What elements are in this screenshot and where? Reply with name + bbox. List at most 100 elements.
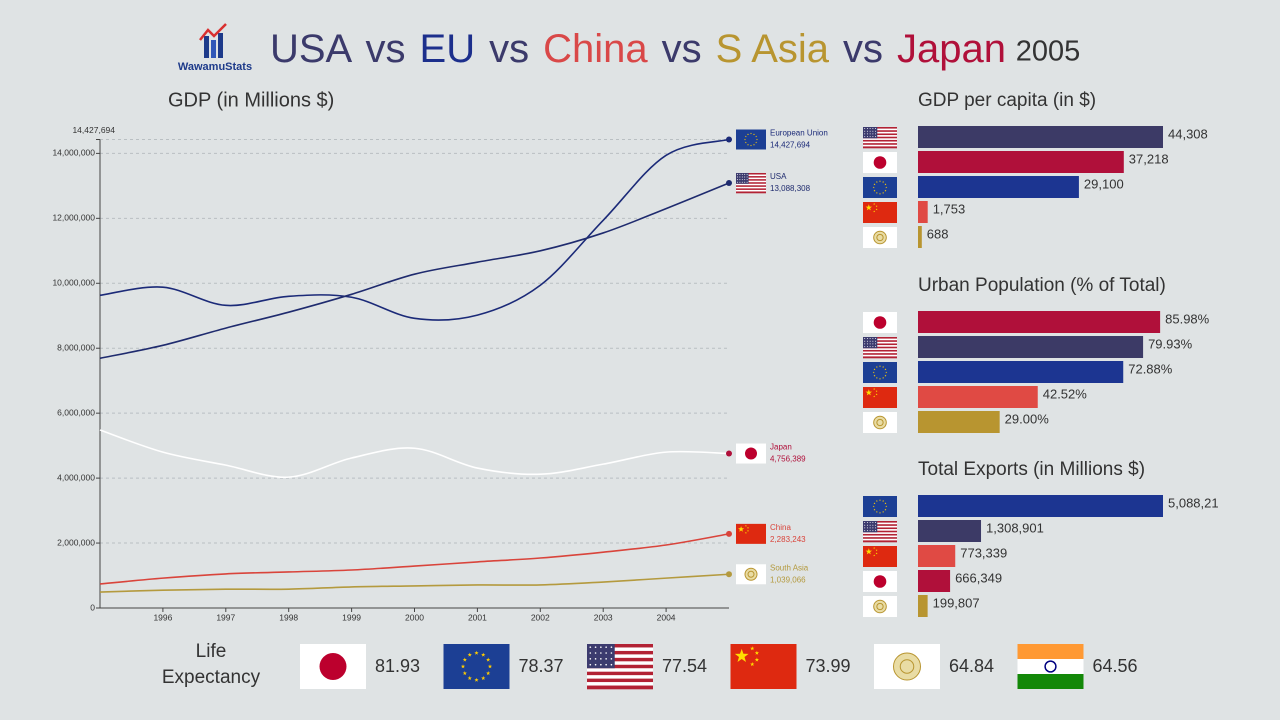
- flag-part: [873, 575, 887, 588]
- flag-part: [863, 351, 897, 354]
- flag-part: [866, 127, 868, 129]
- flag-part: [863, 356, 897, 359]
- line: [99, 138, 730, 321]
- flag-part: [875, 390, 878, 392]
- flag-part: [744, 181, 746, 183]
- flag-part: [865, 389, 872, 396]
- flag-part: [875, 136, 877, 138]
- flag-part: [863, 524, 897, 527]
- value-label: 29.00%: [1005, 411, 1050, 426]
- flag-part: [882, 181, 885, 183]
- flag-part: [594, 646, 597, 648]
- flag-part: [864, 340, 866, 342]
- flag-part: [863, 537, 897, 540]
- flag-part: [866, 343, 868, 345]
- flag-part: [610, 646, 613, 648]
- flag-part: [863, 341, 897, 344]
- flag-eu: [736, 129, 766, 150]
- flag-part: [863, 130, 897, 133]
- flag-part: [864, 136, 866, 138]
- flag-part: [875, 366, 878, 368]
- flag-part: [744, 524, 747, 527]
- value-label: 4,756,389: [770, 455, 806, 464]
- bar: [918, 411, 1000, 433]
- flag-part: [885, 186, 888, 189]
- flag-part: [872, 337, 874, 339]
- bar: [918, 151, 1124, 173]
- flag-part: [605, 646, 607, 648]
- value-label: 5,088,21: [1168, 495, 1219, 510]
- flag-part: [872, 136, 874, 138]
- flag-south-asia: [736, 564, 766, 585]
- flag-part: [750, 646, 755, 651]
- flag-part: [875, 343, 877, 345]
- flag-part: [587, 647, 653, 652]
- flag-part: [737, 179, 738, 181]
- y-tick-label: 12,000,000: [52, 213, 95, 223]
- flag-part: [863, 529, 897, 531]
- flag-part: [879, 365, 881, 367]
- flag-part: [600, 658, 602, 660]
- flag-part: [739, 173, 741, 175]
- flag-part: [872, 521, 874, 523]
- flag-part: [875, 527, 877, 529]
- flag-part: [744, 138, 746, 141]
- flag-part: [863, 127, 897, 129]
- flag-part: [736, 176, 766, 178]
- flag-part: [863, 144, 897, 147]
- flag-part: [587, 657, 653, 662]
- flag-eu: [443, 644, 510, 689]
- value-label: 72.88%: [1128, 361, 1173, 376]
- flag-part: [753, 133, 755, 136]
- flag-part: [587, 650, 653, 655]
- flag-part: [746, 173, 748, 175]
- flag-part: [882, 191, 885, 194]
- flag-part: [747, 570, 755, 578]
- flag-part: [736, 188, 766, 191]
- flag-part: [875, 208, 878, 211]
- flag-part: [876, 418, 884, 427]
- flag-part: [753, 143, 755, 146]
- flag-part: [863, 540, 897, 543]
- flag-part: [744, 179, 746, 181]
- flag-part: [734, 648, 749, 662]
- flag-part: [863, 353, 897, 356]
- x-tick-label: 1997: [216, 612, 235, 622]
- flag-part: [882, 510, 885, 513]
- flag-part: [587, 685, 653, 690]
- life-expectancy-value: 77.54: [662, 656, 707, 676]
- flag-part: [736, 179, 766, 181]
- flag-china: [863, 202, 897, 223]
- flag-china: [863, 546, 897, 567]
- flag-part: [873, 203, 876, 205]
- flag-part: [882, 500, 885, 502]
- y-tick-label: 14,000,000: [52, 148, 95, 158]
- flag-part: [863, 522, 897, 525]
- flag-part: [872, 505, 875, 508]
- flag-part: [863, 337, 878, 349]
- flag-part: [737, 181, 738, 183]
- flag-part: [746, 181, 748, 183]
- flag-part: [486, 671, 491, 676]
- flag-part: [1017, 674, 1084, 689]
- flag-part: [876, 233, 884, 242]
- flag-part: [750, 144, 752, 147]
- flag-japan: [300, 644, 366, 689]
- flag-part: [474, 677, 479, 682]
- end-point: [726, 530, 732, 537]
- flag-part: [864, 527, 866, 529]
- x-tick-label: 1999: [342, 612, 361, 622]
- chart-title: GDP per capita (in $): [918, 90, 1096, 111]
- flag-part: [884, 368, 887, 371]
- flag-part: [736, 177, 766, 180]
- flag-part: [747, 133, 749, 136]
- flag-part: [884, 374, 887, 377]
- flag-part: [587, 668, 653, 672]
- flag-part: [744, 531, 747, 534]
- flag-japan: [863, 312, 897, 333]
- flag-part: [744, 141, 747, 144]
- flag-part: [885, 505, 888, 508]
- flag-part: [756, 138, 758, 141]
- bar: [918, 336, 1144, 358]
- flag-part: [736, 189, 766, 192]
